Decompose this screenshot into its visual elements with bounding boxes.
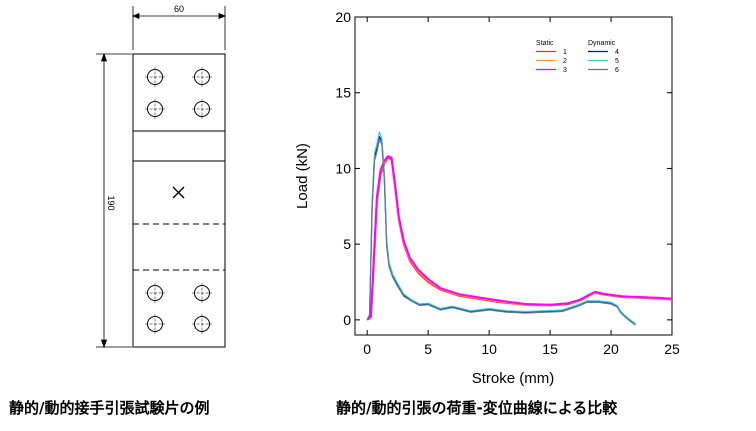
legend: Static 1 2 3 Dynamic 4 5 6 (536, 40, 619, 74)
y-tick-label: 5 (343, 236, 351, 252)
width-dimension-label: 60 (174, 4, 184, 14)
x-axis-label: Stroke (mm) (472, 370, 555, 387)
y-tick-label: 20 (335, 9, 351, 25)
chart-caption: 静的/動的引張の荷重-変位曲線による比較 (336, 399, 618, 417)
bolt-hole (145, 283, 165, 303)
y-tick-label: 10 (335, 160, 351, 176)
bolt-hole (192, 99, 212, 119)
y-axis-label: Load (kN) (294, 143, 311, 209)
series-lines (366, 131, 673, 326)
series-line-2 (366, 155, 673, 321)
specimen-outline (132, 53, 226, 348)
specimen-drawing: 60 190 (96, 4, 227, 349)
bolt-hole (145, 99, 165, 119)
legend-label: 3 (563, 67, 567, 74)
x-tick-label: 5 (424, 341, 432, 357)
legend-label: 5 (615, 58, 619, 65)
height-dimension (96, 52, 132, 349)
x-tick-label: 15 (542, 341, 558, 357)
bolt-hole (192, 67, 212, 87)
series-line-5 (366, 131, 636, 325)
legend-group-title: Dynamic (588, 40, 616, 47)
bolt-holes (145, 67, 212, 334)
y-tick-label: 15 (335, 85, 351, 101)
legend-label: 4 (615, 49, 619, 56)
bolt-hole (145, 67, 165, 87)
x-tick-label: 25 (664, 341, 680, 357)
y-tick-label: 0 (343, 312, 351, 328)
height-dimension-label: 190 (106, 195, 116, 210)
x-tick-label: 10 (481, 341, 497, 357)
bolt-hole (192, 314, 212, 334)
bolt-hole (145, 314, 165, 334)
series-line-6 (366, 139, 636, 326)
specimen-caption: 静的/動的接手引張試験片の例 (9, 399, 210, 417)
series-line-4 (366, 136, 636, 325)
legend-group-title: Static (536, 40, 554, 47)
bolt-hole (192, 283, 212, 303)
weld-point-marker (172, 186, 185, 199)
legend-label: 1 (563, 49, 567, 56)
legend-label: 6 (615, 67, 619, 74)
x-tick-label: 20 (603, 341, 619, 357)
series-line-3 (366, 155, 673, 321)
legend-label: 2 (563, 58, 567, 65)
plot-frame (354, 16, 673, 336)
width-dimension (131, 6, 227, 50)
x-tick-label: 0 (363, 341, 371, 357)
